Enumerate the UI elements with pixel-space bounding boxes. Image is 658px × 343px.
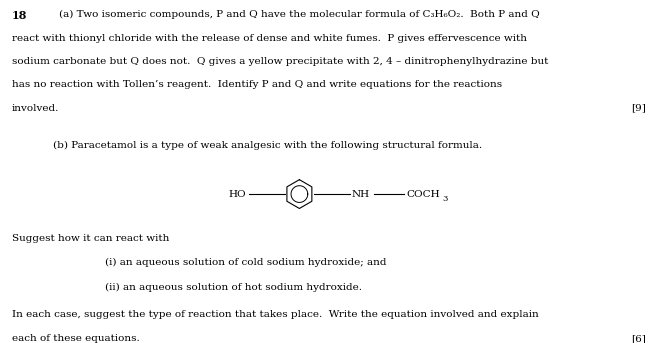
Text: 18: 18	[12, 10, 27, 21]
Text: (a) Two isomeric compounds, P and Q have the molecular formula of C₃H₆O₂.  Both : (a) Two isomeric compounds, P and Q have…	[59, 10, 540, 20]
Text: involved.: involved.	[12, 104, 59, 113]
Text: each of these equations.: each of these equations.	[12, 334, 139, 343]
Text: NH: NH	[352, 190, 370, 199]
Text: COCH: COCH	[407, 190, 440, 199]
Text: (i) an aqueous solution of cold sodium hydroxide; and: (i) an aqueous solution of cold sodium h…	[105, 258, 387, 267]
Text: [6]: [6]	[631, 334, 646, 343]
Text: 3: 3	[442, 194, 447, 202]
Text: (ii) an aqueous solution of hot sodium hydroxide.: (ii) an aqueous solution of hot sodium h…	[105, 283, 363, 292]
Text: [9]: [9]	[631, 104, 646, 113]
Text: has no reaction with Tollen’s reagent.  Identify P and Q and write equations for: has no reaction with Tollen’s reagent. I…	[12, 80, 502, 89]
Text: react with thionyl chloride with the release of dense and white fumes.  P gives : react with thionyl chloride with the rel…	[12, 34, 527, 43]
Text: sodium carbonate but Q does not.  Q gives a yellow precipitate with 2, 4 – dinit: sodium carbonate but Q does not. Q gives…	[12, 57, 548, 66]
Text: Suggest how it can react with: Suggest how it can react with	[12, 234, 169, 243]
Text: (b) Paracetamol is a type of weak analgesic with the following structural formul: (b) Paracetamol is a type of weak analge…	[53, 141, 482, 150]
Text: In each case, suggest the type of reaction that takes place.  Write the equation: In each case, suggest the type of reacti…	[12, 310, 539, 319]
Text: HO: HO	[228, 190, 246, 199]
